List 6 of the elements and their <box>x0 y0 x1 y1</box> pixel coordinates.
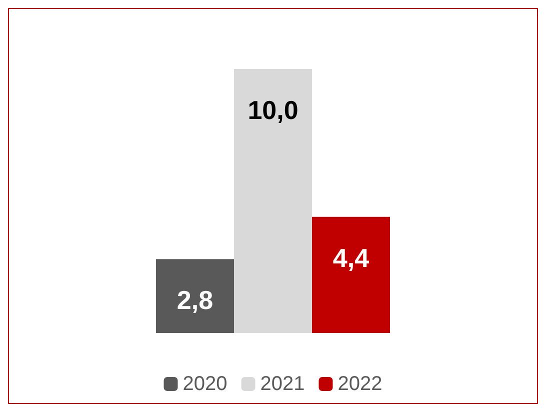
data-label: 2,8 <box>176 285 214 316</box>
data-label: 4,4 <box>332 242 370 273</box>
legend-label: 2022 <box>338 373 382 395</box>
data-label: 10,0 <box>248 95 298 125</box>
legend-label: 2021 <box>260 373 305 395</box>
legend-label: 2020 <box>182 373 228 395</box>
